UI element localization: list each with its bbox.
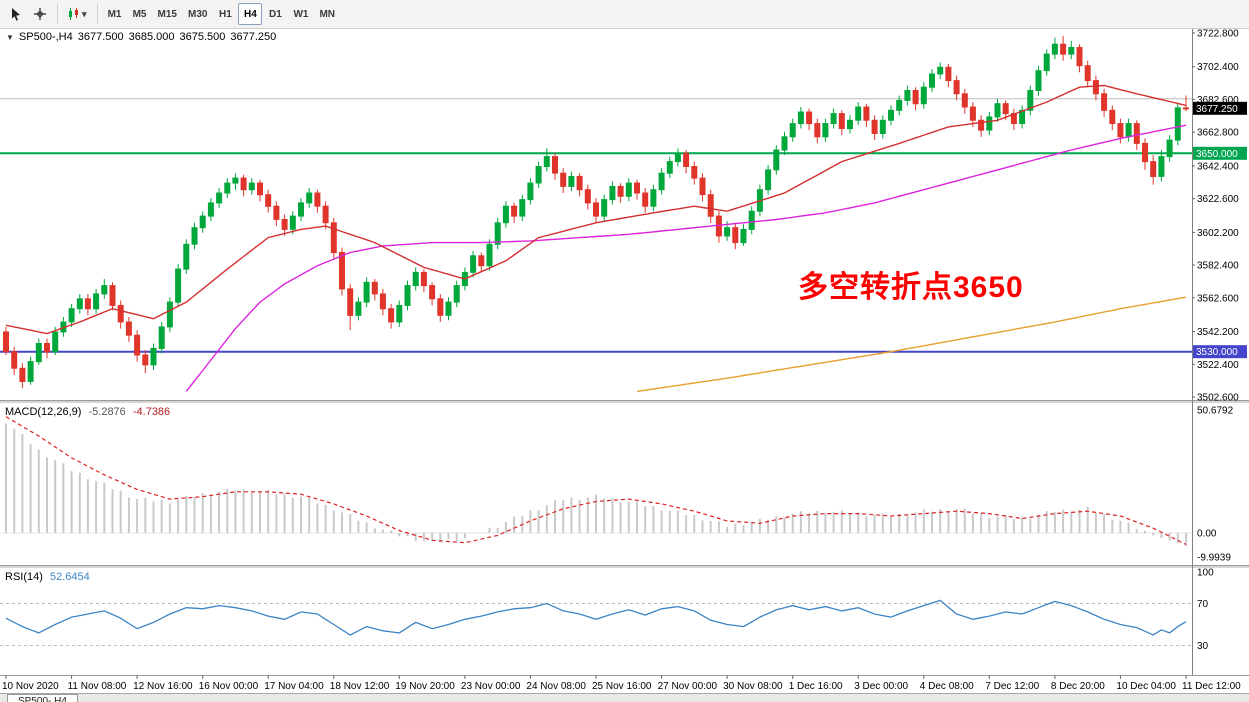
x-axis-label: 8 Dec 20:00 [1051, 681, 1105, 692]
x-axis-label: 23 Nov 00:00 [461, 681, 521, 692]
x-axis-label: 27 Nov 00:00 [658, 681, 718, 692]
y-axis-label: 3602.200 [1197, 228, 1239, 239]
ohlc-high: 3685.000 [128, 31, 175, 43]
chart-tab[interactable]: SP500-,H4 [7, 694, 78, 702]
x-axis-label: 24 Nov 08:00 [526, 681, 586, 692]
x-axis-label: 7 Dec 12:00 [985, 681, 1039, 692]
drawing-tools-dropdown-button[interactable]: ▾ [63, 3, 92, 25]
x-axis-label: 18 Nov 12:00 [330, 681, 390, 692]
rsi-label: RSI(14) [5, 571, 43, 583]
y-axis-label: 3522.400 [1197, 360, 1239, 371]
rsi-axis-label: 100 [1197, 568, 1214, 579]
ohlc-low: 3675.500 [179, 31, 226, 43]
price-tag [1193, 345, 1247, 359]
timeframe-button-group: M1 M5 M15 M30 H1 H4 D1 W1 MN [103, 3, 340, 25]
timeframe-button-mn[interactable]: MN [314, 3, 340, 25]
ohlc-open: 3677.500 [77, 31, 124, 43]
candlesticks [3, 35, 1189, 389]
x-axis-label: 1 Dec 16:00 [789, 681, 843, 692]
x-axis-label: 10 Nov 2020 [2, 681, 59, 692]
top-toolbar: ▾ M1 M5 M15 M30 H1 H4 D1 W1 MN [0, 0, 1249, 29]
symbol-dropdown-icon[interactable]: ▼ [6, 32, 14, 42]
macd-main-value: -5.2876 [88, 406, 126, 418]
price-tag [1193, 101, 1247, 115]
timeframe-button-m15[interactable]: M15 [153, 3, 182, 25]
macd-signal-line [5, 416, 1187, 546]
y-axis-label: 3702.400 [1197, 62, 1239, 73]
ma-magenta-line [185, 124, 1187, 392]
x-axis-label: 25 Nov 16:00 [592, 681, 652, 692]
chart-tabs-bar: SP500-,H4 [0, 693, 1249, 702]
symbol-name: SP500-,H4 [18, 31, 73, 43]
timeframe-button-h1[interactable]: H1 [213, 3, 237, 25]
x-axis-label: 30 Nov 08:00 [723, 681, 783, 692]
macd-label: MACD(12,26,9) [5, 406, 82, 418]
cursor-tool-button[interactable] [4, 3, 28, 25]
timeframe-button-m1[interactable]: M1 [103, 3, 127, 25]
y-axis-label: 3642.400 [1197, 161, 1239, 172]
chart-symbol-title: ▼ SP500-,H4 3677.500 3685.000 3675.500 3… [6, 31, 276, 43]
macd-indicator-label: MACD(12,26,9) -5.2876 -4.7386 [5, 406, 170, 418]
x-axis-label: 17 Nov 04:00 [264, 681, 324, 692]
x-axis-label: 10 Dec 04:00 [1116, 681, 1176, 692]
timeframe-button-m30[interactable]: M30 [183, 3, 212, 25]
panel-divider [0, 565, 1249, 568]
rsi-axis-label: 30 [1197, 641, 1209, 652]
dropdown-caret-icon: ▾ [82, 8, 87, 19]
macd-axis-label: -9.9939 [1197, 553, 1231, 564]
x-axis-label: 11 Nov 08:00 [68, 681, 127, 692]
y-axis-label: 3562.600 [1197, 293, 1239, 304]
rsi-line [5, 599, 1187, 636]
toolbar-separator [57, 4, 58, 24]
x-axis-label: 11 Dec 12:00 [1182, 681, 1241, 692]
x-axis-label: 4 Dec 08:00 [920, 681, 974, 692]
cursor-icon [12, 8, 20, 21]
macd-axis-label: 0.00 [1197, 529, 1217, 540]
x-axis-label: 19 Nov 20:00 [395, 681, 455, 692]
macd-signal-value: -4.7386 [132, 406, 171, 418]
x-axis-label: 12 Nov 16:00 [133, 681, 193, 692]
macd-histogram [5, 423, 1187, 546]
chart-annotation-text[interactable]: 多空转折点3650 [798, 271, 1024, 304]
macd-axis-label: 50.6792 [1197, 406, 1234, 417]
timeframe-button-m5[interactable]: M5 [128, 3, 152, 25]
price-tag [1193, 146, 1247, 160]
price-tag-label: 3530.000 [1196, 347, 1238, 358]
x-axis-label: 16 Nov 00:00 [199, 681, 259, 692]
y-axis-label: 3582.400 [1197, 261, 1239, 272]
y-axis-label: 3502.600 [1197, 393, 1239, 404]
panel-divider [0, 400, 1249, 403]
y-axis-label: 3682.600 [1197, 95, 1239, 106]
timeframe-button-w1[interactable]: W1 [288, 3, 313, 25]
y-axis-label: 3722.800 [1197, 29, 1239, 40]
timeframe-button-h4[interactable]: H4 [238, 3, 263, 25]
x-axis-label: 3 Dec 00:00 [854, 681, 908, 692]
crosshair-icon [34, 8, 46, 20]
price-tag-label: 3650.000 [1196, 149, 1238, 160]
rsi-value: 52.6454 [49, 571, 90, 583]
rsi-indicator-label: RSI(14) 52.6454 [5, 571, 90, 583]
y-axis-label: 3542.200 [1197, 327, 1239, 338]
toolbar-separator [96, 4, 98, 24]
timeframe-button-d1[interactable]: D1 [263, 3, 287, 25]
rsi-axis-label: 70 [1197, 599, 1209, 610]
price-tag-label: 3677.250 [1196, 104, 1238, 115]
ma-orange-line [636, 296, 1187, 393]
ma-red-line [5, 84, 1187, 335]
y-axis-label: 3662.800 [1197, 128, 1239, 139]
y-axis-label: 3622.600 [1197, 194, 1239, 205]
ohlc-close: 3677.250 [230, 31, 277, 43]
crosshair-tool-button[interactable] [28, 3, 52, 25]
mini-candlestick-icon [69, 8, 78, 20]
